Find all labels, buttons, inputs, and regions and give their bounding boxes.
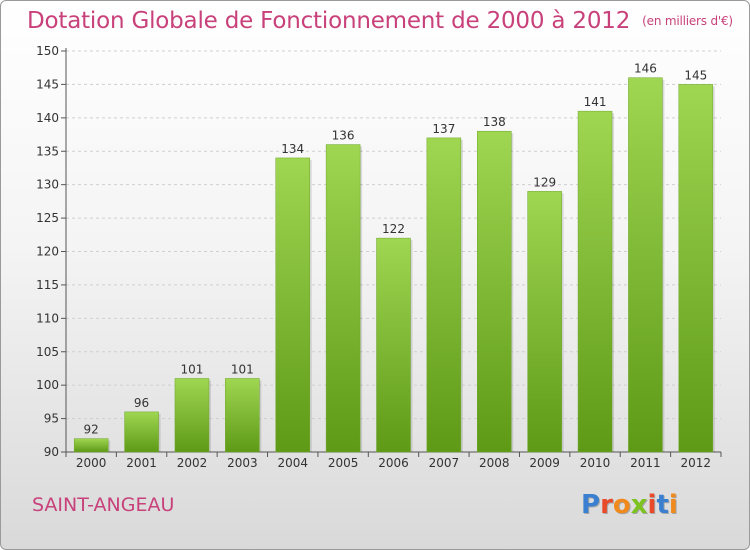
value-label: 145 <box>684 68 707 82</box>
y-tick-label: 90 <box>44 445 59 459</box>
value-label: 101 <box>231 362 254 376</box>
value-labels: 92 96 101 101 134 136 122 137 138 129 141 146 145 <box>84 62 708 437</box>
y-tick-label: 105 <box>36 345 59 359</box>
bar <box>325 144 361 453</box>
value-label: 101 <box>181 362 204 376</box>
logo-letter: x <box>630 490 648 520</box>
logo-letter: i <box>668 490 678 520</box>
x-tick-label: 2001 <box>126 456 157 470</box>
y-tick-label: 150 <box>36 44 59 58</box>
chart-title: Dotation Globale de Fonctionnement de 20… <box>27 8 733 34</box>
proxiti-logo: Proxiti <box>581 490 678 520</box>
y-tick-label: 145 <box>36 77 59 91</box>
bar <box>225 378 260 453</box>
bar <box>628 77 663 453</box>
value-label: 134 <box>281 142 304 156</box>
bar <box>678 84 714 453</box>
y-tick-label: 140 <box>36 111 59 125</box>
y-tick-label: 95 <box>44 412 59 426</box>
value-label: 122 <box>382 222 405 236</box>
x-tick-label: 2008 <box>479 456 510 470</box>
unit-label: (en milliers d'€) <box>642 14 733 28</box>
bar <box>376 237 411 453</box>
y-tick-label: 115 <box>36 278 59 292</box>
value-label: 141 <box>584 95 607 109</box>
logo-letter: r <box>600 490 613 520</box>
bar <box>124 411 159 453</box>
x-tick-label: 2011 <box>630 456 661 470</box>
x-tick-label: 2007 <box>429 456 460 470</box>
x-tick-label: 2010 <box>580 456 611 470</box>
value-label: 129 <box>533 175 556 189</box>
x-tick-label: 2009 <box>529 456 560 470</box>
y-tick-label: 100 <box>36 378 59 392</box>
x-tick-labels: 2000 2001 2002 2003 2004 2005 2006 2007 2008 2009… <box>65 452 722 470</box>
value-label: 96 <box>134 396 149 410</box>
bars <box>73 77 715 453</box>
y-tick-label: 130 <box>36 178 59 192</box>
bar <box>426 137 462 453</box>
y-tick-label: 120 <box>36 245 59 259</box>
x-tick-label: 2004 <box>277 456 308 470</box>
bar <box>527 191 562 453</box>
logo-letter: t <box>656 490 669 520</box>
value-label: 92 <box>84 423 99 437</box>
bar <box>73 438 109 453</box>
y-tick-label: 135 <box>36 144 59 158</box>
x-tick-label: 2003 <box>227 456 258 470</box>
y-tick-label: 110 <box>36 311 59 325</box>
x-tick-label: 2005 <box>328 456 359 470</box>
logo-letter: o <box>612 490 631 520</box>
value-label: 136 <box>332 129 355 143</box>
bar <box>275 157 310 453</box>
bar <box>477 130 512 453</box>
x-tick-label: 2006 <box>378 456 409 470</box>
commune-name: SAINT-ANGEAU <box>32 494 175 516</box>
logo-letter: i <box>647 490 657 520</box>
x-tick-label: 2000 <box>76 456 107 470</box>
x-tick-label: 2012 <box>681 456 712 470</box>
x-tick-label: 2002 <box>177 456 208 470</box>
value-label: 138 <box>483 115 506 129</box>
value-label: 137 <box>432 122 455 136</box>
logo-letter: P <box>581 490 601 520</box>
y-tick-label: 125 <box>36 211 59 225</box>
title-text: Dotation Globale de Fonctionnement de 20… <box>27 8 631 34</box>
bar <box>577 110 613 453</box>
y-tick-labels: 90 95 100 105 110 115 120 125 130 135 140 145 150 <box>36 44 59 459</box>
value-label: 146 <box>634 62 657 76</box>
bar <box>174 378 210 453</box>
